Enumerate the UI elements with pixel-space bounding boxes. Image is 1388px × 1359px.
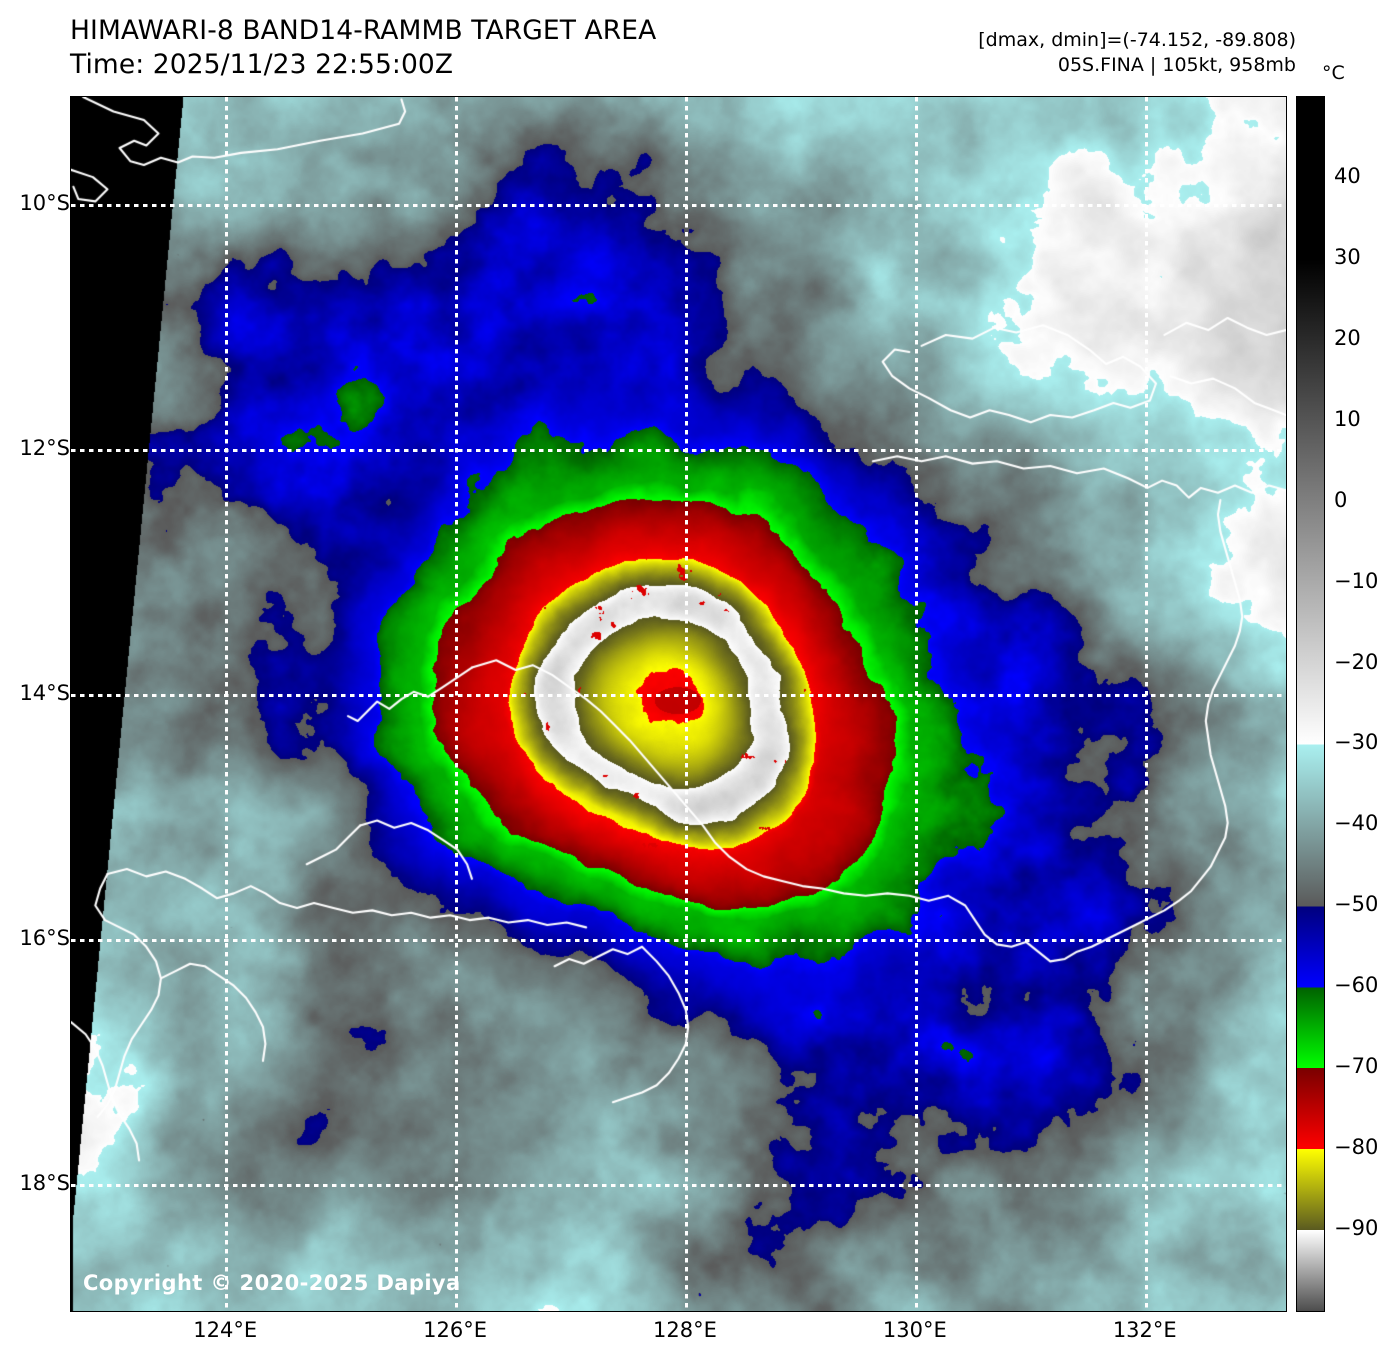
colorbar-tick-label: −70 [1334, 1054, 1379, 1079]
x-axis-tick-label: 130°E [882, 1318, 947, 1342]
colorbar-tick-label: −20 [1334, 649, 1379, 674]
colorbar-tick-label: 0 [1334, 487, 1348, 512]
plot-inner: Copyright © 2020-2025 Dapiya [71, 97, 1286, 1311]
copyright-label: Copyright © 2020-2025 Dapiya [83, 1271, 461, 1295]
y-axis-tick-label: 14°S [19, 680, 70, 705]
colorbar-gradient [1297, 97, 1324, 1311]
metadata-block: [dmax, dmin]=(-74.152, -89.808) 05S.FINA… [978, 28, 1296, 78]
storm-info-label: 05S.FINA | 105kt, 958mb [1057, 54, 1296, 77]
dminmax-label: [dmax, dmin]=(-74.152, -89.808) [978, 29, 1296, 51]
colorbar-tick-label: 20 [1334, 325, 1361, 350]
colorbar-unit-label: °C [1322, 62, 1345, 84]
y-axis-tick-label: 10°S [19, 190, 70, 215]
satellite-image-plot[interactable]: Copyright © 2020-2025 Dapiya [70, 96, 1287, 1312]
y-axis-tick-label: 12°S [19, 435, 70, 460]
title-block: HIMAWARI-8 BAND14-RAMMB TARGET AREA Time… [70, 14, 656, 83]
x-axis-tick-label: 128°E [653, 1318, 717, 1342]
colorbar-tick-label: −30 [1334, 730, 1379, 755]
colorbar-tick-label: 30 [1334, 244, 1361, 269]
colorbar-tick-label: −80 [1334, 1135, 1379, 1160]
timestamp-label: Time: 2025/11/23 22:55:00Z [70, 49, 454, 81]
colorbar [1296, 96, 1325, 1312]
colorbar-tick-label: −40 [1334, 811, 1379, 836]
colorbar-tick-label: −50 [1334, 892, 1379, 917]
colorbar-tick-label: −60 [1334, 973, 1379, 998]
y-axis-tick-label: 18°S [19, 1170, 70, 1195]
page-title: HIMAWARI-8 BAND14-RAMMB TARGET AREA [70, 15, 657, 46]
y-axis-tick-label: 16°S [19, 925, 70, 950]
x-axis-tick-label: 132°E [1112, 1318, 1177, 1342]
colorbar-tick-label: −90 [1334, 1216, 1379, 1241]
x-axis-tick-label: 124°E [193, 1318, 258, 1342]
colorbar-tick-label: 10 [1334, 406, 1361, 431]
colorbar-tick-label: −10 [1334, 568, 1379, 593]
colorbar-tick-label: 40 [1334, 163, 1361, 188]
satellite-imagery-canvas [71, 97, 1286, 1311]
x-axis-tick-label: 126°E [423, 1318, 487, 1342]
